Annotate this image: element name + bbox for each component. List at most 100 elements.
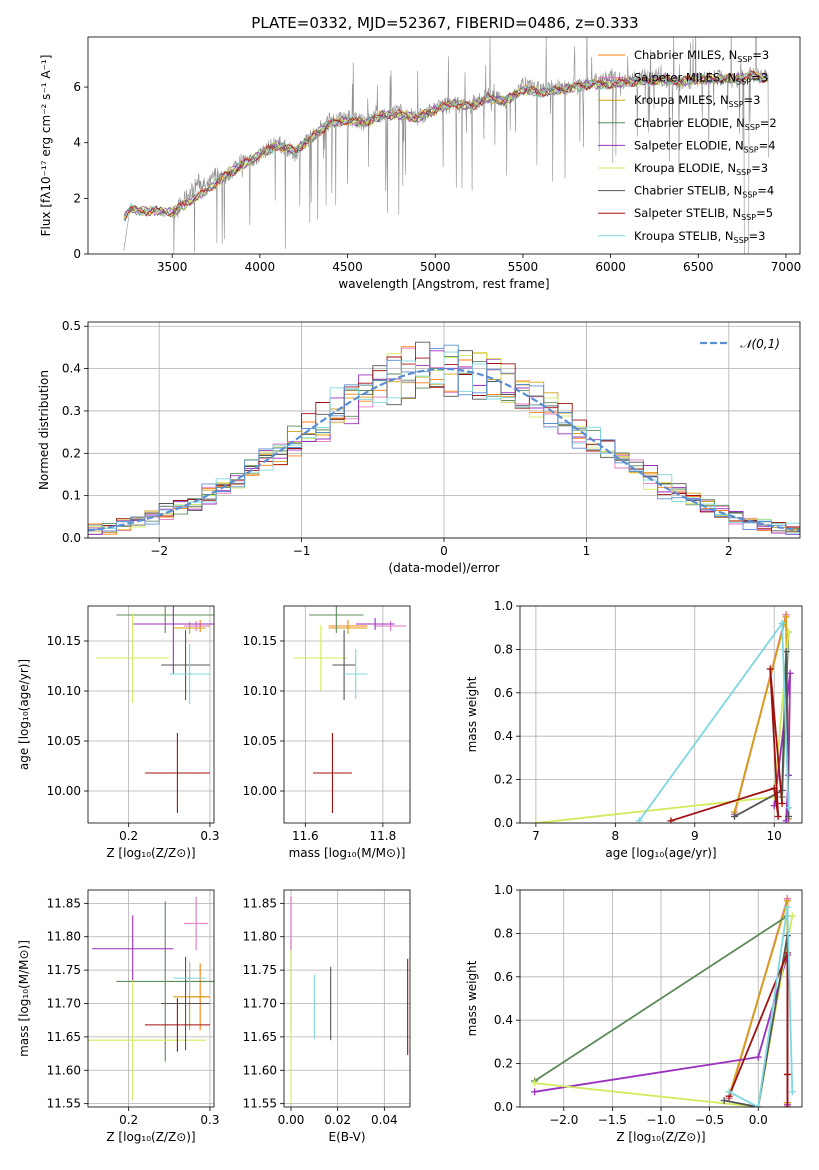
x-tick-label: 0.3 [200, 829, 219, 843]
legend-entry: Kroupa MILES, NSSP=3 [634, 93, 760, 109]
x-tick-label: 4500 [332, 260, 363, 274]
y-tick-label: 0.0 [494, 816, 513, 830]
x-tick-label: 10 [767, 829, 782, 843]
figure-title: PLATE=0332, MJD=52367, FIBERID=0486, z=0… [251, 14, 638, 32]
y-tick-label: 11.60 [243, 1063, 277, 1077]
legend-entry: Salpeter MILES, NSSP=3 [634, 71, 768, 87]
legend-entry: Kroupa ELODIE, NSSP=3 [634, 161, 768, 177]
y-tick-label: 4 [73, 136, 81, 150]
y-tick-label: 11.65 [243, 1030, 277, 1044]
x-tick-label: 7 [532, 829, 540, 843]
axes-frame [283, 889, 411, 1108]
x-tick-label: −0.5 [695, 1113, 724, 1127]
y-tick-label: 0 [73, 247, 81, 261]
weight-line [534, 915, 794, 1107]
y-tick-label: 11.85 [243, 896, 277, 910]
chart-weight_vs_age: 7 8 9 10 0.0 0.2 0.4 0.6 0.8 1.0 age [log₁₀(age/yr… [465, 599, 803, 860]
y-tick-label: 2 [73, 191, 81, 205]
y-tick-label: 11.70 [243, 997, 277, 1011]
chart-mass_vs_ebv: 0.00 0.02 0.04 11.55 11.60 11.65 11.70 11.75 11.… [243, 889, 411, 1144]
normal-curve [88, 367, 800, 532]
y-tick-label: 11.55 [47, 1097, 81, 1111]
chart-spectrum: 3500 4000 4500 5000 5500 6000 6500 7000 0 2 4 6 wave… [39, 36, 802, 291]
x-tick-label: −1 [293, 544, 311, 558]
y-tick-label: 0.8 [494, 926, 513, 940]
y-tick-label: 0.6 [494, 970, 513, 984]
y-tick-label: 10.05 [243, 734, 277, 748]
chart-residuals: −2 −1 0 1 2 0.0 0.1 0.2 0.3 0.4 0.5 (data-model)/er… [37, 319, 801, 575]
y-axis-label: Normed distribution [37, 370, 51, 490]
chart-weight_vs_Z: −2.0 −1.5 −1.0 −0.5 0.0 0.0 0.2 0.4 0.6 0.8 1.0 Z [… [465, 883, 803, 1144]
histogram-step [88, 344, 800, 535]
x-tick-label: 2 [725, 544, 733, 558]
x-tick-label: 7000 [771, 260, 802, 274]
x-tick-label: −1.0 [646, 1113, 675, 1127]
y-tick-label: 10.05 [47, 734, 81, 748]
y-tick-label: 10.15 [47, 634, 81, 648]
axes-frame [87, 889, 215, 1108]
x-axis-label: E(B-V) [328, 1130, 365, 1144]
plot-area [532, 611, 794, 823]
legend-entry: Salpeter ELODIE, NSSP=4 [634, 138, 776, 154]
weight-line [728, 907, 794, 1107]
y-tick-label: 11.55 [243, 1097, 277, 1111]
y-tick-label: 0.2 [494, 773, 513, 787]
x-axis-label: Z [log₁₀(Z/Z⊙)] [106, 1130, 195, 1144]
y-tick-label: 11.80 [47, 930, 81, 944]
y-axis-label: mass [log₁₀(M/M⊙)] [17, 940, 31, 1057]
axes-frame [87, 605, 215, 824]
weight-line [534, 915, 788, 1082]
y-tick-label: 0.4 [494, 1013, 513, 1027]
y-tick-label: 11.60 [47, 1063, 81, 1077]
y-tick-label: 11.85 [47, 896, 81, 910]
y-tick-label: 0.1 [62, 489, 81, 503]
y-tick-label: 10.15 [243, 634, 277, 648]
y-tick-label: 0.6 [494, 686, 513, 700]
y-tick-label: 0.8 [494, 642, 513, 656]
legend-entry: Chabrier ELODIE, NSSP=2 [634, 116, 777, 132]
y-tick-label: 10.00 [47, 784, 81, 798]
y-tick-label: 0.3 [62, 404, 81, 418]
y-tick-label: 1.0 [494, 599, 513, 613]
y-tick-label: 10.10 [47, 684, 81, 698]
legend-entry: Kroupa STELIB, NSSP=3 [634, 229, 765, 245]
x-tick-label: 5500 [508, 260, 539, 274]
x-tick-label: 6000 [595, 260, 626, 274]
weight-line [535, 631, 790, 823]
y-axis-label: Flux [fλ10⁻¹⁷ erg cm⁻² s⁻¹ A⁻¹] [39, 55, 53, 237]
x-tick-label: 4000 [245, 260, 276, 274]
chart-age_vs_mass: 11.6 11.8 10.00 10.05 10.10 10.15 mass [log₁₀(… [243, 605, 411, 860]
y-tick-label: 0.5 [62, 319, 81, 333]
plot-area [96, 606, 214, 813]
x-tick-label: −1.5 [598, 1113, 627, 1127]
charts-container: 3500 4000 4500 5000 5500 6000 6500 7000 0 2 4 6 wave… [17, 36, 803, 1144]
plot-area [293, 606, 407, 813]
y-tick-label: 11.70 [47, 997, 81, 1011]
x-tick-label: 6500 [683, 260, 714, 274]
x-tick-label: 0.0 [749, 1113, 768, 1127]
x-axis-label: age [log₁₀(age/yr)] [605, 846, 716, 860]
y-tick-label: 10.00 [243, 784, 277, 798]
axes-frame [283, 605, 411, 824]
x-tick-label: 0 [440, 544, 448, 558]
plot-area [290, 896, 409, 1104]
y-tick-label: 11.75 [243, 963, 277, 977]
x-tick-label: 0.3 [200, 1113, 219, 1127]
legend-entry: Chabrier STELIB, NSSP=4 [634, 184, 774, 200]
spectrum-model-line [123, 70, 769, 222]
y-axis-label: mass weight [465, 676, 479, 752]
x-axis-label: Z [log₁₀(Z/Z⊙)] [106, 846, 195, 860]
x-tick-label: 11.6 [292, 829, 319, 843]
legend-entry: Salpeter STELIB, NSSP=5 [634, 206, 773, 222]
x-tick-label: 5000 [420, 260, 451, 274]
plot-area [531, 895, 796, 1107]
x-tick-label: −2 [150, 544, 168, 558]
chart-mass_vs_Z: 0.2 0.3 11.55 11.60 11.65 11.70 11.75 11.80 11.8… [17, 889, 219, 1144]
axes-frame [87, 36, 801, 255]
x-tick-label: 11.8 [370, 829, 397, 843]
y-axis-label: age [log₁₀(age/yr)] [17, 659, 31, 770]
plot-area [88, 341, 800, 535]
x-tick-label: 9 [691, 829, 699, 843]
plot-area [88, 896, 214, 1101]
